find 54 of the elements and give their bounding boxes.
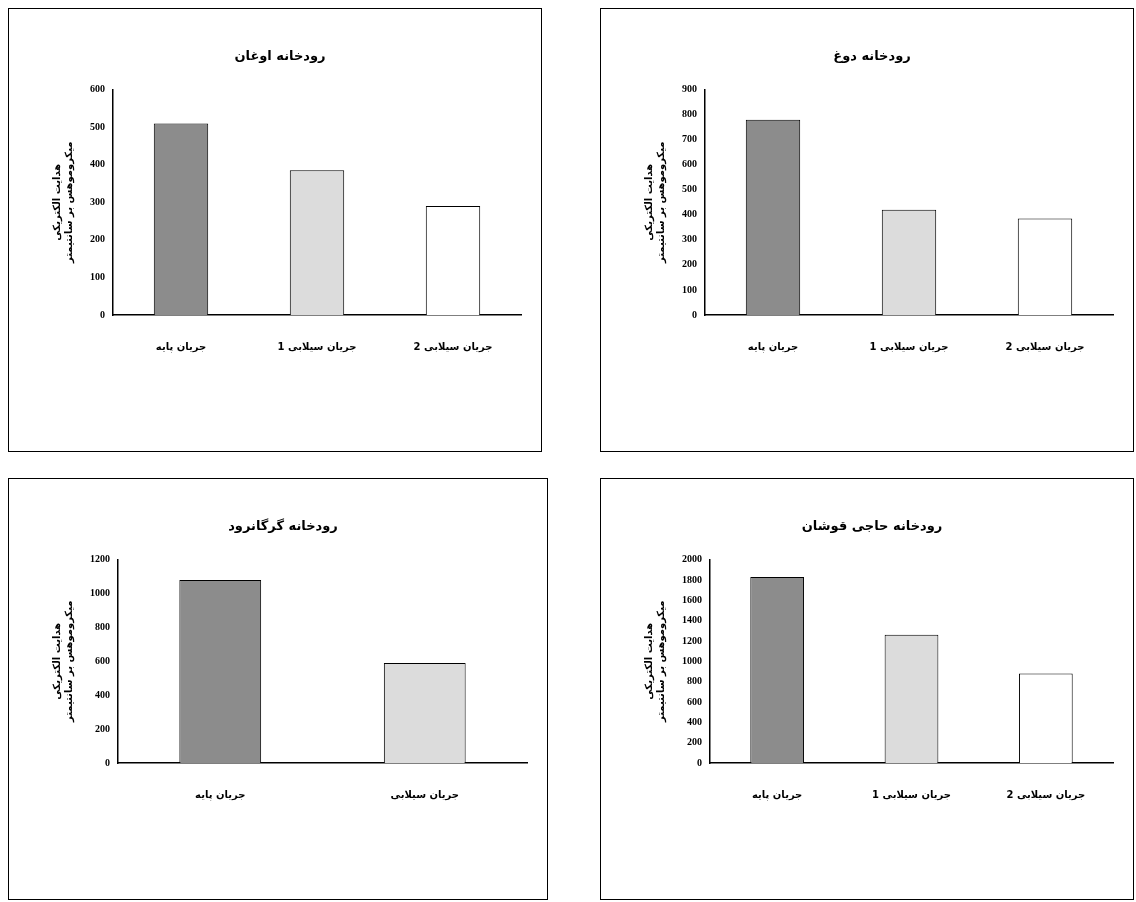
x-tick-label: جریان سیلابی 1 bbox=[869, 340, 949, 353]
y-tick-label: 2000 bbox=[682, 553, 702, 565]
y-tick-label: 400 bbox=[95, 688, 110, 700]
y-tick-label: 600 bbox=[95, 654, 110, 666]
y-tick-label: 300 bbox=[682, 233, 697, 245]
x-tick-label: جریان سیلابی 2 bbox=[1005, 340, 1085, 353]
x-tick-label: جریان پایه bbox=[747, 340, 799, 353]
y-tick-label: 1000 bbox=[90, 587, 110, 599]
x-tick-label: جریان پایه bbox=[752, 788, 803, 801]
x-tick-label: جریان سیلابی 2 bbox=[1006, 788, 1086, 801]
y-tick-label: 1600 bbox=[682, 593, 702, 605]
y-tick-label: 1200 bbox=[90, 553, 110, 565]
y-tick-label: 600 bbox=[90, 83, 105, 95]
chart-title: رودخانه دوغ bbox=[833, 48, 911, 64]
x-tick-label: جریان سیلابی 1 bbox=[872, 788, 951, 801]
y-tick-label: 200 bbox=[682, 258, 697, 270]
y-tick-label: 800 bbox=[687, 675, 702, 687]
y-tick-label: 700 bbox=[682, 133, 697, 145]
y-tick-label: 100 bbox=[682, 283, 697, 295]
y-tick-label: 200 bbox=[687, 736, 702, 748]
y-tick-label: 900 bbox=[682, 83, 697, 95]
y-tick-label: 100 bbox=[90, 271, 105, 283]
chart-title: رودخانه اوغان bbox=[234, 48, 326, 64]
y-tick-label: 400 bbox=[687, 715, 702, 727]
y-tick-label: 1400 bbox=[682, 614, 702, 626]
chart-title: رودخانه حاجی قوشان bbox=[801, 518, 943, 534]
y-tick-label: 200 bbox=[90, 233, 105, 245]
y-tick-label: 300 bbox=[90, 195, 105, 207]
y-tick-label: 0 bbox=[697, 756, 702, 768]
chart-title: رودخانه گرگانرود bbox=[228, 518, 338, 534]
y-tick-label: 0 bbox=[100, 308, 105, 320]
y-tick-label: 400 bbox=[682, 208, 697, 220]
y-tick-label: 500 bbox=[682, 183, 697, 195]
x-tick-label: جریان سیلابی bbox=[390, 788, 459, 801]
x-tick-label: جریان سیلابی 1 bbox=[277, 340, 357, 353]
y-tick-label: 1800 bbox=[682, 573, 702, 585]
y-tick-label: 800 bbox=[682, 108, 697, 120]
x-tick-label: جریان پایه bbox=[155, 340, 207, 353]
y-tick-label: 500 bbox=[90, 120, 105, 132]
y-tick-label: 1000 bbox=[682, 654, 702, 666]
y-axis-title: هدایت الکتریکی میکروموهس بر سانتیمتر bbox=[642, 600, 667, 724]
y-tick-label: 400 bbox=[90, 158, 105, 170]
y-tick-label: 600 bbox=[687, 695, 702, 707]
y-tick-label: 200 bbox=[95, 722, 110, 734]
y-tick-label: 0 bbox=[105, 756, 110, 768]
y-tick-label: 600 bbox=[682, 158, 697, 170]
x-tick-label: جریان سیلابی 2 bbox=[413, 340, 493, 353]
y-axis-title: هدایت الکتریکی میکروموهس بر سانتیمتر bbox=[50, 141, 75, 265]
y-axis-title: هدایت الکتریکی میکروموهس بر سانتیمتر bbox=[642, 141, 667, 265]
x-tick-label: جریان پایه bbox=[195, 788, 246, 801]
y-axis-title: هدایت الکتریکی میکروموهس بر سانتیمتر bbox=[50, 600, 75, 724]
y-tick-label: 1200 bbox=[682, 634, 702, 646]
y-tick-label: 0 bbox=[692, 308, 697, 320]
y-tick-label: 800 bbox=[95, 620, 110, 632]
